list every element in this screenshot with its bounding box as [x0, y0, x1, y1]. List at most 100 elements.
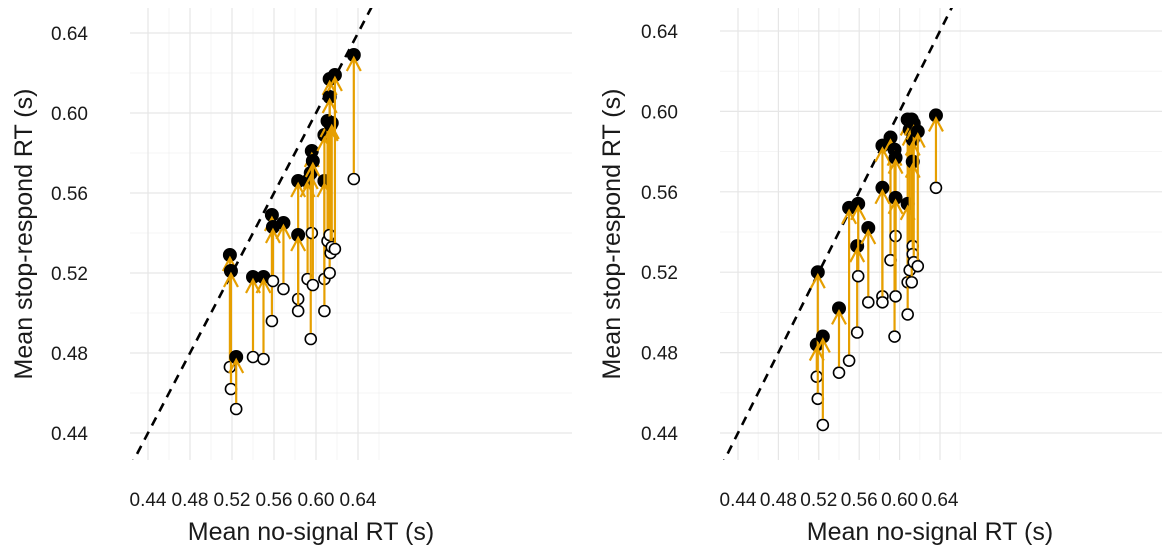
data-point-pair	[841, 200, 858, 367]
y-tick-label: 0.52	[51, 264, 88, 285]
data-point-pair	[887, 190, 904, 303]
open-circle-point	[850, 326, 864, 339]
open-circle-point	[328, 242, 342, 256]
arrow-head	[345, 55, 362, 72]
open-circle-point	[889, 290, 902, 303]
x-tick-label: 0.56	[256, 490, 293, 511]
x-tick-label: 0.44	[720, 490, 757, 511]
open-circle-point	[224, 382, 238, 396]
open-circle-point	[929, 181, 943, 195]
open-circle-point	[911, 259, 925, 273]
data-point-pair	[245, 270, 261, 364]
open-circle-point	[901, 308, 914, 321]
open-circle-point	[842, 354, 856, 367]
x-tick-label: 0.48	[172, 490, 209, 511]
data-point-pair	[831, 301, 847, 380]
arrow-head	[887, 198, 904, 215]
left-grid	[130, 8, 572, 460]
left-y-axis-title: Mean stop-respond RT (s)	[10, 89, 38, 380]
arrow-head	[887, 158, 904, 175]
y-tick-label: 0.52	[641, 263, 678, 284]
right-y-tick-labels: 0.44 0.48 0.52 0.56 0.60 0.64	[641, 22, 678, 445]
y-tick-label: 0.48	[51, 344, 88, 365]
data-point-pair	[304, 154, 321, 292]
x-tick-label: 0.60	[298, 490, 335, 511]
open-circle-point	[811, 392, 825, 406]
open-circle-point	[291, 304, 305, 318]
open-circle-point	[888, 330, 901, 343]
chart-right: 0.44 0.48 0.52 0.56 0.60 0.64 0.440.480.520.5…	[598, 8, 1162, 546]
right-x-axis-title: Mean no-signal RT (s)	[807, 518, 1053, 546]
left-x-axis-title: Mean no-signal RT (s)	[188, 518, 434, 546]
arrow-head	[275, 223, 292, 240]
data-point-pair	[326, 68, 343, 256]
x-tick-label: 0.52	[800, 490, 837, 511]
open-circle-point	[246, 350, 260, 364]
chart-left: 0.44 0.48 0.52 0.56 0.60 0.64 0.440.480.520.5…	[10, 8, 572, 546]
open-circle-point	[229, 402, 243, 416]
arrow-head	[814, 337, 831, 354]
open-circle-point	[347, 172, 361, 186]
arrow-head	[927, 116, 944, 132]
y-tick-label: 0.64	[51, 24, 88, 45]
arrow-head	[850, 204, 867, 221]
data-point-pair	[290, 228, 307, 318]
arrow-head	[228, 357, 245, 374]
x-tick-label: 0.64	[340, 490, 377, 511]
right-diagonal-reference-line	[722, 8, 954, 460]
open-circle-point	[905, 275, 919, 289]
data-point-pair	[909, 124, 926, 273]
data-point-pair	[345, 48, 362, 186]
x-tick-label: 0.60	[881, 490, 918, 511]
open-circle-point	[318, 304, 331, 318]
right-y-axis-title: Mean stop-respond RT (s)	[598, 89, 626, 380]
arrow-head	[831, 309, 847, 325]
y-tick-label: 0.44	[51, 424, 88, 445]
arrow-head	[909, 132, 926, 149]
x-tick-label: 0.48	[760, 490, 797, 511]
arrow-head	[809, 272, 826, 289]
y-tick-label: 0.44	[641, 424, 678, 445]
left-data-marks	[221, 48, 362, 416]
y-tick-label: 0.48	[641, 344, 678, 365]
open-circle-point	[851, 269, 865, 283]
y-tick-label: 0.64	[641, 22, 678, 43]
arrow-head	[860, 228, 877, 245]
right-data-marks	[808, 108, 944, 432]
data-point-pair	[275, 216, 292, 296]
identity-line	[722, 8, 954, 460]
open-circle-point	[257, 352, 270, 366]
left-x-tick-labels: 0.44 0.48 0.52 0.56 0.60 0.64	[130, 490, 377, 511]
open-circle-point	[277, 282, 290, 296]
x-tick-label: 0.52	[214, 490, 251, 511]
open-circle-point	[304, 332, 318, 346]
arrow-head	[290, 235, 307, 252]
data-point-pair	[814, 329, 831, 432]
arrow-head	[841, 208, 858, 225]
open-circle-point	[265, 314, 279, 328]
arrow-head	[255, 277, 272, 294]
open-circle-point	[861, 296, 875, 309]
data-point-pair	[874, 180, 891, 309]
y-tick-label: 0.56	[51, 184, 88, 205]
open-circle-point	[832, 366, 846, 380]
y-tick-label: 0.60	[51, 104, 88, 125]
arrow-head	[222, 271, 239, 288]
arrow-head	[326, 75, 343, 92]
open-circle-point	[266, 274, 280, 288]
open-circle-point	[306, 278, 320, 292]
identity-line	[132, 8, 373, 460]
arrow-head	[874, 188, 891, 205]
x-tick-label: 0.44	[130, 490, 167, 511]
arrow-head	[323, 123, 340, 140]
arrow-head	[874, 146, 891, 163]
y-tick-label: 0.60	[641, 102, 678, 123]
data-point-pair	[860, 220, 877, 309]
y-tick-label: 0.56	[641, 183, 678, 204]
right-grid	[720, 8, 1162, 460]
right-x-tick-labels: 0.44 0.48 0.52 0.56 0.60 0.64	[720, 490, 959, 511]
x-tick-label: 0.64	[922, 490, 959, 511]
data-point-pair	[228, 350, 245, 416]
x-tick-label: 0.56	[841, 490, 878, 511]
